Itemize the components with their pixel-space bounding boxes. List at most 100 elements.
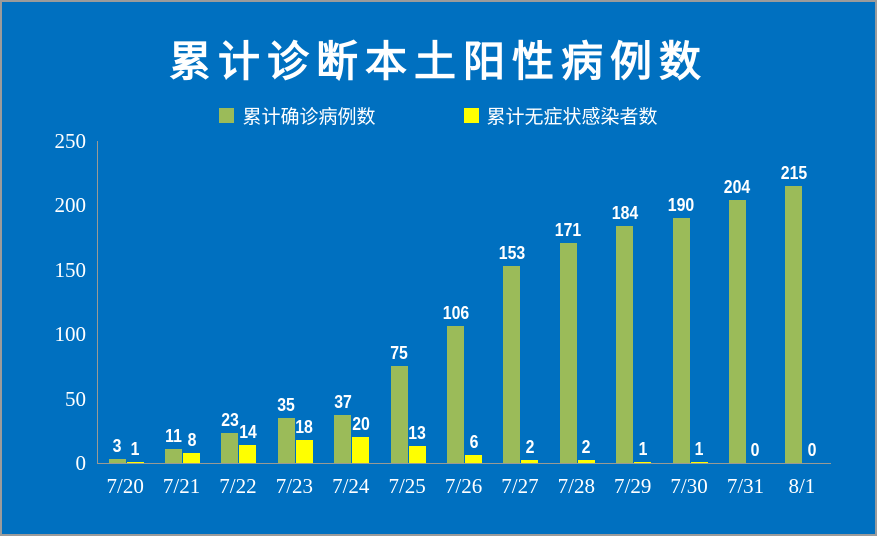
bar-group: 11 8 xyxy=(154,141,210,463)
chart-title: 累计诊断本土阳性病例数 xyxy=(168,38,708,85)
bar-value-label: 11 xyxy=(165,425,182,446)
bar-value-label: 3 xyxy=(112,436,122,457)
bar-value-label: 0 xyxy=(751,440,760,460)
bar-group: 153 2 xyxy=(493,141,549,463)
bar-asymptomatic xyxy=(634,461,652,463)
legend-swatch-confirmed-icon xyxy=(219,108,235,123)
bar-value-label: 23 xyxy=(221,410,239,431)
bar-col-asymptomatic: 0 xyxy=(747,440,764,463)
bar-col-confirmed: 215 xyxy=(781,163,807,463)
bar-group: 184 1 xyxy=(606,141,662,463)
bar-col-asymptomatic: 2 xyxy=(521,437,539,463)
x-axis-label: 7/31 xyxy=(726,474,765,498)
bar-confirmed xyxy=(277,417,295,463)
bar-col-confirmed: 35 xyxy=(278,395,295,463)
bar-confirmed xyxy=(503,265,521,463)
bar-col-asymptomatic: 20 xyxy=(352,414,370,463)
bar-col-confirmed: 23 xyxy=(221,410,239,463)
bar-col-confirmed: 204 xyxy=(724,177,751,463)
bar-asymptomatic xyxy=(126,461,144,463)
bars-row: 3 1 11 8 23 14 35 18 37 20 75 13 106 6 153 2 171 2 184 1 190… xyxy=(98,141,831,463)
bar-col-asymptomatic: 1 xyxy=(634,439,652,463)
bar-col-confirmed: 37 xyxy=(333,392,352,463)
bar-group: 190 1 xyxy=(662,141,718,463)
bar-asymptomatic xyxy=(352,437,370,463)
bar-group: 35 18 xyxy=(267,141,323,463)
bar-confirmed xyxy=(165,448,183,463)
x-axis-label: 7/30 xyxy=(670,474,708,498)
bar-value-label: 75 xyxy=(390,343,408,364)
bar-group: 106 6 xyxy=(436,141,492,463)
bar-group: 37 20 xyxy=(324,141,380,463)
plot-area: 3 1 11 8 23 14 35 18 37 20 75 13 106 6 153 2 171 2 184 1 190… xyxy=(97,141,831,464)
bar-asymptomatic xyxy=(521,460,539,463)
bar-confirmed xyxy=(221,433,239,463)
bar-col-asymptomatic: 18 xyxy=(296,417,313,463)
y-axis-tick-label: 150 xyxy=(54,257,87,282)
bar-value-label: 215 xyxy=(780,163,808,184)
x-axis-label: 7/22 xyxy=(219,474,257,498)
bar-asymptomatic xyxy=(408,446,426,463)
bar-col-confirmed: 171 xyxy=(555,220,582,463)
bar-asymptomatic xyxy=(690,461,708,463)
x-axis-label: 7/21 xyxy=(162,474,201,498)
bar-col-confirmed: 153 xyxy=(499,243,525,463)
bar-value-label: 37 xyxy=(333,392,352,413)
bar-col-asymptomatic: 1 xyxy=(126,438,144,463)
bar-value-label: 153 xyxy=(498,242,526,263)
bar-asymptomatic xyxy=(465,455,483,463)
x-axis-label: 8/1 xyxy=(788,474,816,498)
bar-col-confirmed: 106 xyxy=(442,303,469,463)
legend-item-asymptomatic: 累计无症状感染者数 xyxy=(463,102,658,129)
bar-value-label: 171 xyxy=(555,219,582,240)
bar-value-label: 1 xyxy=(694,438,704,459)
bar-group: 23 14 xyxy=(211,141,267,463)
bar-value-label: 8 xyxy=(187,429,196,450)
legend-item-confirmed: 累计确诊病例数 xyxy=(219,102,376,129)
x-axis-label: 7/27 xyxy=(501,474,539,498)
bar-value-label: 13 xyxy=(408,423,426,444)
bar-confirmed xyxy=(616,226,634,463)
bar-asymptomatic xyxy=(239,444,257,463)
legend-swatch-asymptomatic-icon xyxy=(463,108,479,123)
y-axis-tick-label: 200 xyxy=(54,193,87,218)
bar-value-label: 184 xyxy=(611,203,638,224)
bar-col-confirmed: 3 xyxy=(108,436,126,463)
x-axis-label: 7/25 xyxy=(388,474,426,498)
x-axis-label: 7/26 xyxy=(444,474,483,498)
bar-confirmed xyxy=(785,186,803,463)
bar-value-label: 6 xyxy=(469,432,478,453)
y-axis: 0 50 100 150 200 250 xyxy=(2,130,87,474)
bar-asymptomatic xyxy=(295,439,313,463)
bar-col-confirmed: 184 xyxy=(611,203,638,463)
chart-legend: 累计确诊病例数 累计无症状感染者数 xyxy=(2,102,875,129)
legend-label-asymptomatic: 累计无症状感染者数 xyxy=(486,107,658,128)
bar-value-label: 2 xyxy=(581,437,591,458)
bar-value-label: 1 xyxy=(130,438,140,459)
bar-value-label: 0 xyxy=(807,440,817,460)
bar-col-asymptomatic: 1 xyxy=(690,438,708,463)
bar-col-confirmed: 11 xyxy=(165,425,183,463)
bar-asymptomatic xyxy=(183,452,201,463)
x-axis-label: 7/23 xyxy=(275,474,314,498)
bar-confirmed xyxy=(447,326,465,463)
bar-confirmed xyxy=(559,242,577,463)
bar-value-label: 18 xyxy=(295,416,314,437)
bar-value-label: 14 xyxy=(239,421,257,442)
bar-col-asymptomatic: 6 xyxy=(465,432,483,463)
bar-confirmed xyxy=(108,459,126,463)
bar-col-asymptomatic: 8 xyxy=(183,429,201,463)
bar-confirmed xyxy=(390,366,408,463)
bar-col-confirmed: 75 xyxy=(390,343,408,463)
bar-value-label: 2 xyxy=(525,437,535,458)
bar-confirmed xyxy=(672,218,690,463)
bar-confirmed xyxy=(728,200,746,463)
bar-col-asymptomatic: 2 xyxy=(577,437,595,463)
y-axis-tick-label: 250 xyxy=(54,129,87,153)
bar-col-asymptomatic: 14 xyxy=(239,421,257,463)
bar-value-label: 190 xyxy=(667,195,695,216)
x-axis-label: 7/24 xyxy=(332,474,370,498)
bar-col-asymptomatic: 13 xyxy=(408,423,426,463)
bar-group: 75 13 xyxy=(380,141,436,463)
